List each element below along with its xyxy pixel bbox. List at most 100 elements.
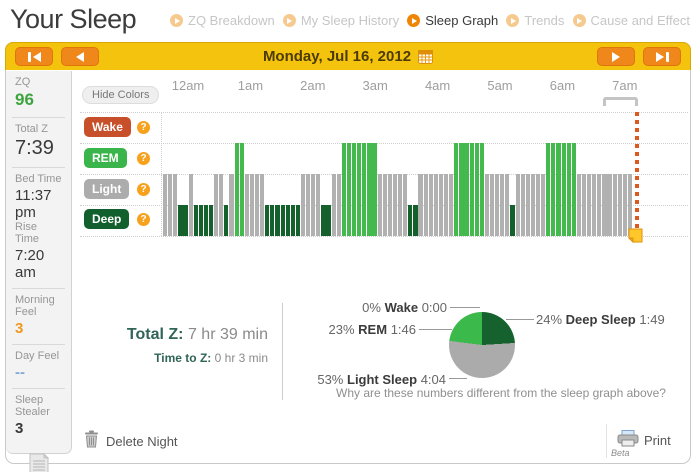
sleep-epoch-bar	[459, 143, 464, 236]
sleep-epoch-bar	[438, 174, 444, 236]
help-question-icon[interactable]: ?	[137, 152, 150, 165]
sleep-epoch-bar	[510, 205, 515, 236]
sleep-epoch-bar	[566, 143, 571, 236]
stat-label-zq: ZQ	[15, 76, 31, 88]
sleep-epoch-bar	[408, 205, 413, 236]
stat-label-total-z: Total Z	[15, 123, 49, 135]
sleep-epoch-bar	[602, 174, 607, 236]
legend-pill-wake[interactable]: Wake	[84, 117, 131, 137]
next-night-button[interactable]	[597, 47, 635, 66]
sleep-start-line	[161, 112, 162, 236]
sleep-epoch-bar	[392, 174, 398, 236]
legend-pill-light[interactable]: Light	[84, 179, 130, 199]
stat-label-day-feel: Day Feel	[15, 350, 60, 362]
total-z-summary: Total Z: 7 hr 39 min	[80, 326, 268, 344]
note-icon[interactable]	[627, 228, 643, 248]
sleep-epoch-bar	[474, 143, 479, 236]
sleep-epoch-bar	[581, 174, 587, 236]
sleep-epoch-bar	[418, 174, 423, 236]
hypnogram-bars	[163, 143, 643, 236]
previous-night-button[interactable]	[61, 47, 99, 66]
journal-entry-link[interactable]: View/Edit Journal Entry for this day	[6, 452, 71, 472]
tab-my-sleep-history[interactable]: My Sleep History	[282, 13, 400, 28]
sleep-epoch-bar	[587, 174, 592, 236]
why-different-link[interactable]: Why are these numbers different from the…	[336, 386, 666, 400]
sleep-epoch-bar	[387, 174, 392, 236]
date-display: Monday, Jul 16, 2012	[6, 48, 690, 65]
sleep-epoch-bar	[357, 143, 362, 236]
help-question-icon[interactable]: ?	[137, 213, 150, 226]
sidebar-section: Total Z 7:39	[12, 117, 65, 167]
last-night-button[interactable]	[643, 47, 681, 66]
stat-label-sleep-stealer: Sleep Stealer	[15, 394, 50, 418]
sleep-epoch-bar	[546, 143, 551, 236]
date-text: Monday, Jul 16, 2012	[262, 48, 412, 65]
sleep-epoch-bar	[214, 174, 219, 236]
sleep-epoch-bar	[607, 174, 612, 236]
stat-value-day-feel: --	[15, 364, 25, 381]
time-to-z-summary: Time to Z: 0 hr 3 min	[80, 351, 268, 365]
beta-badge: Beta	[611, 448, 630, 458]
summary-pie-divider	[282, 303, 283, 400]
total-z-label: Total Z:	[126, 326, 184, 343]
hide-colors-button[interactable]: Hide Colors	[82, 86, 160, 104]
stat-value-zq: 96	[15, 90, 34, 109]
sleep-breakdown-pie	[449, 312, 515, 378]
sleep-epoch-bar	[484, 174, 490, 236]
play-icon	[506, 14, 520, 27]
sleep-epoch-bar	[500, 174, 505, 236]
legend-pill-deep[interactable]: Deep	[84, 209, 130, 229]
tab-cause-and-effect[interactable]: Cause and Effect	[572, 13, 690, 28]
tab-zq-breakdown[interactable]: ZQ Breakdown	[170, 13, 275, 28]
tab-label: Trends	[524, 13, 565, 28]
pie-leader-wake	[450, 307, 480, 308]
sleep-epoch-bar	[454, 143, 459, 236]
sleep-epoch-bar	[612, 174, 617, 236]
hour-tick-label: 7am	[612, 78, 638, 93]
sleep-epoch-bar	[224, 205, 229, 236]
help-question-icon[interactable]: ?	[137, 121, 150, 134]
first-bar-icon	[27, 51, 31, 62]
stat-value-total-z: 7:39	[15, 137, 54, 159]
sleep-epoch-bar	[173, 174, 178, 236]
first-night-button[interactable]	[15, 47, 53, 66]
stage-gridline	[80, 236, 688, 237]
sleep-epoch-bar	[326, 205, 331, 236]
rise-time-marker	[635, 112, 639, 230]
sleep-epoch-bar	[203, 205, 209, 236]
sleep-epoch-bar	[449, 174, 454, 236]
sidebar: ZQ 96 Total Z 7:39 Bed Time 11:37 pm Rise Time…	[6, 71, 72, 472]
help-question-icon[interactable]: ?	[137, 183, 150, 196]
sleep-epoch-bar	[541, 174, 546, 236]
sleep-epoch-bar	[244, 174, 249, 236]
tab-label: My Sleep History	[300, 13, 400, 28]
sleep-epoch-bar	[163, 174, 168, 236]
hour-tick-label: 12am	[171, 78, 205, 93]
sleep-epoch-bar	[198, 205, 203, 236]
tab-sleep-graph[interactable]: Sleep Graph	[407, 13, 498, 28]
sleep-epoch-bar	[622, 174, 627, 236]
sleep-epoch-bar	[321, 205, 326, 236]
printer-icon[interactable]	[617, 430, 639, 452]
pie-leader-rem	[419, 329, 452, 330]
calendar-icon[interactable]	[418, 49, 434, 64]
print-button[interactable]: Print	[644, 433, 671, 448]
stage-gridline	[80, 112, 688, 113]
play-icon	[170, 14, 183, 27]
sidebar-section: Day Feel --	[12, 344, 65, 388]
selection-bracket-handle[interactable]	[603, 97, 638, 106]
sleep-epoch-bar	[219, 174, 224, 236]
legend-pill-rem[interactable]: REM	[84, 148, 127, 168]
time-to-z-label: Time to Z:	[154, 351, 212, 365]
sleep-epoch-bar	[285, 205, 290, 236]
sleep-epoch-bar	[525, 174, 530, 236]
sleep-epoch-bar	[597, 174, 602, 236]
tab-trends[interactable]: Trends	[506, 13, 564, 28]
sleep-epoch-bar	[403, 174, 408, 236]
trash-icon[interactable]	[84, 430, 99, 453]
sidebar-section: Morning Feel 3	[12, 288, 65, 344]
delete-night-button[interactable]: Delete Night	[106, 434, 178, 449]
sleep-epoch-bar	[260, 174, 265, 236]
sleep-epoch-bar	[423, 174, 428, 236]
